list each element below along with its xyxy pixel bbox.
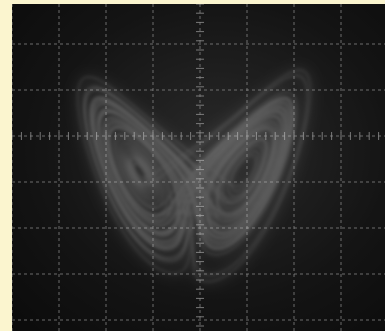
oscilloscope-display <box>12 4 385 331</box>
attractor-trace <box>77 69 311 283</box>
trace-line <box>77 69 311 283</box>
oscilloscope-screen <box>12 4 385 331</box>
